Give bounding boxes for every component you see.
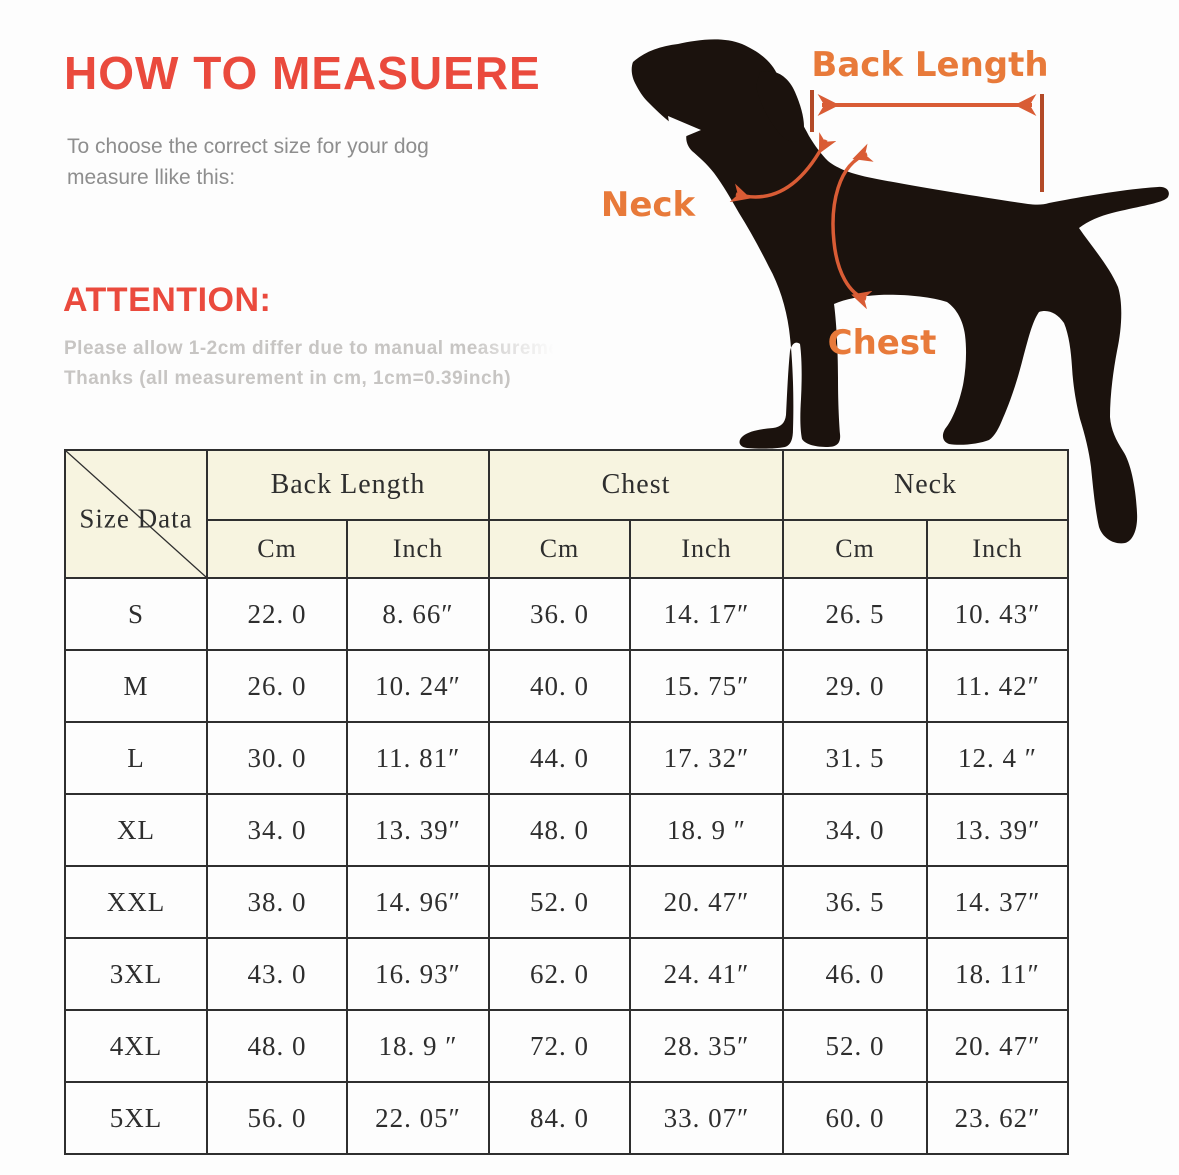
size-label: S bbox=[64, 577, 208, 651]
measurement-value: 18. 9 ″ bbox=[346, 1009, 490, 1083]
corner-cell: Size Data bbox=[64, 449, 208, 579]
measurement-value: 10. 24″ bbox=[346, 649, 490, 723]
measurement-value: 14. 37″ bbox=[925, 865, 1070, 939]
unit-header: Inch bbox=[629, 519, 784, 579]
measurement-value: 29. 0 bbox=[782, 649, 928, 723]
measurement-value: 13. 39″ bbox=[346, 793, 490, 867]
measurement-value: 15. 75″ bbox=[629, 649, 784, 723]
measurement-value: 12. 4 ″ bbox=[925, 721, 1070, 795]
measurement-value: 23. 62″ bbox=[925, 1081, 1070, 1155]
measurement-value: 18. 9 ″ bbox=[629, 793, 784, 867]
measurement-value: 40. 0 bbox=[488, 649, 631, 723]
table-row: S 22. 0 8. 66″ 36. 0 14. 17″ 26. 5 10. 43″ bbox=[64, 577, 1070, 651]
measurement-value: 60. 0 bbox=[782, 1081, 928, 1155]
measurement-value: 48. 0 bbox=[488, 793, 631, 867]
measurement-value: 34. 0 bbox=[782, 793, 928, 867]
size-label: M bbox=[64, 649, 208, 723]
measurement-value: 22. 0 bbox=[206, 577, 348, 651]
measurement-value: 10. 43″ bbox=[925, 577, 1070, 651]
dog-mouth-notch bbox=[668, 116, 701, 142]
measurement-value: 36. 0 bbox=[488, 577, 631, 651]
subtitle-line-2: measure llike this: bbox=[67, 166, 236, 189]
measurement-value: 52. 0 bbox=[782, 1009, 928, 1083]
measurement-value: 36. 5 bbox=[782, 865, 928, 939]
measurement-value: 52. 0 bbox=[488, 865, 631, 939]
measurement-value: 44. 0 bbox=[488, 721, 631, 795]
measurement-value: 11. 81″ bbox=[346, 721, 490, 795]
column-group-chest: Chest bbox=[488, 449, 784, 521]
attention-note: Please allow 1-2cm differ due to manual … bbox=[64, 334, 559, 394]
page-title: HOW TO MEASUERE bbox=[64, 47, 541, 99]
unit-header: Inch bbox=[925, 519, 1070, 579]
measurement-value: 14. 17″ bbox=[629, 577, 784, 651]
attention-line-1: Please allow 1-2cm differ due to manual … bbox=[64, 338, 560, 359]
measurement-value: 24. 41″ bbox=[629, 937, 784, 1011]
unit-header: Inch bbox=[346, 519, 490, 579]
corner-diagonal-line bbox=[66, 451, 206, 577]
group-header-row: Size Data Back Length Chest Neck bbox=[64, 449, 1070, 579]
table-row: 4XL 48. 0 18. 9 ″ 72. 0 28. 35″ 52. 0 20. 47″ bbox=[64, 1009, 1070, 1083]
measurement-value: 31. 5 bbox=[782, 721, 928, 795]
measurement-value: 30. 0 bbox=[206, 721, 348, 795]
table-row: XL 34. 0 13. 39″ 48. 0 18. 9 ″ 34. 0 13. 39″ bbox=[64, 793, 1070, 867]
attention-line-2: Thanks (all measurement in cm, 1cm=0.39i… bbox=[64, 368, 512, 389]
neck-label: Neck bbox=[601, 185, 697, 225]
measurement-value: 46. 0 bbox=[782, 937, 928, 1011]
size-label: 5XL bbox=[64, 1081, 208, 1155]
measurement-value: 48. 0 bbox=[206, 1009, 348, 1083]
measurement-value: 22. 05″ bbox=[346, 1081, 490, 1155]
size-label: 3XL bbox=[64, 937, 208, 1011]
subtitle-line-1: To choose the correct size for your dog bbox=[67, 135, 429, 158]
dog-ear bbox=[756, 70, 805, 142]
measurement-value: 8. 66″ bbox=[346, 577, 490, 651]
measurement-value: 28. 35″ bbox=[629, 1009, 784, 1083]
size-label: L bbox=[64, 721, 208, 795]
measurement-value: 20. 47″ bbox=[629, 865, 784, 939]
table-row: XXL 38. 0 14. 96″ 52. 0 20. 47″ 36. 5 14. 37″ bbox=[64, 865, 1070, 939]
back-length-label: Back Length bbox=[811, 45, 1048, 85]
measurement-value: 20. 47″ bbox=[925, 1009, 1070, 1083]
measurement-value: 14. 96″ bbox=[346, 865, 490, 939]
unit-header: Cm bbox=[206, 519, 348, 579]
unit-header: Cm bbox=[488, 519, 631, 579]
neck-measure-arc bbox=[729, 132, 837, 203]
chest-label: Chest bbox=[828, 323, 937, 363]
size-chart-table: Size Data Back Length Chest Neck Cm Inch C… bbox=[64, 449, 1070, 1155]
unit-header: Cm bbox=[782, 519, 928, 579]
measurement-value: 43. 0 bbox=[206, 937, 348, 1011]
measurement-value: 17. 32″ bbox=[629, 721, 784, 795]
size-label: 4XL bbox=[64, 1009, 208, 1083]
table-row: 3XL 43. 0 16. 93″ 62. 0 24. 41″ 46. 0 18. 11″ bbox=[64, 937, 1070, 1011]
measurement-value: 56. 0 bbox=[206, 1081, 348, 1155]
column-group-back-length: Back Length bbox=[206, 449, 490, 521]
measurement-value: 38. 0 bbox=[206, 865, 348, 939]
measurement-value: 11. 42″ bbox=[925, 649, 1070, 723]
size-label: XXL bbox=[64, 865, 208, 939]
measurement-value: 26. 0 bbox=[206, 649, 348, 723]
column-group-neck: Neck bbox=[781, 449, 1070, 521]
measurement-value: 26. 5 bbox=[782, 577, 928, 651]
table-row: L 30. 0 11. 81″ 44. 0 17. 32″ 31. 5 12. 4 ″ bbox=[64, 721, 1070, 795]
size-label: XL bbox=[64, 793, 208, 867]
measurement-value: 34. 0 bbox=[206, 793, 348, 867]
page-subtitle: To choose the correct size for your dog … bbox=[67, 131, 429, 193]
table-row: 5XL 56. 0 22. 05″ 84. 0 33. 07″ 60. 0 23. 62″ bbox=[64, 1081, 1070, 1155]
chest-measure-arc bbox=[831, 143, 874, 310]
measurement-value: 16. 93″ bbox=[346, 937, 490, 1011]
measurement-value: 72. 0 bbox=[488, 1009, 631, 1083]
attention-title: ATTENTION: bbox=[63, 281, 272, 319]
measurement-value: 62. 0 bbox=[488, 937, 631, 1011]
measurement-value: 33. 07″ bbox=[629, 1081, 784, 1155]
measurement-value: 13. 39″ bbox=[925, 793, 1070, 867]
corner-label: Size Data bbox=[79, 503, 193, 534]
unit-header-row: Cm Inch Cm Inch Cm Inch bbox=[65, 519, 1070, 579]
measurement-value: 84. 0 bbox=[488, 1081, 631, 1155]
table-row: M 26. 0 10. 24″ 40. 0 15. 75″ 29. 0 11. 42″ bbox=[64, 649, 1070, 723]
measurement-value: 18. 11″ bbox=[925, 937, 1070, 1011]
